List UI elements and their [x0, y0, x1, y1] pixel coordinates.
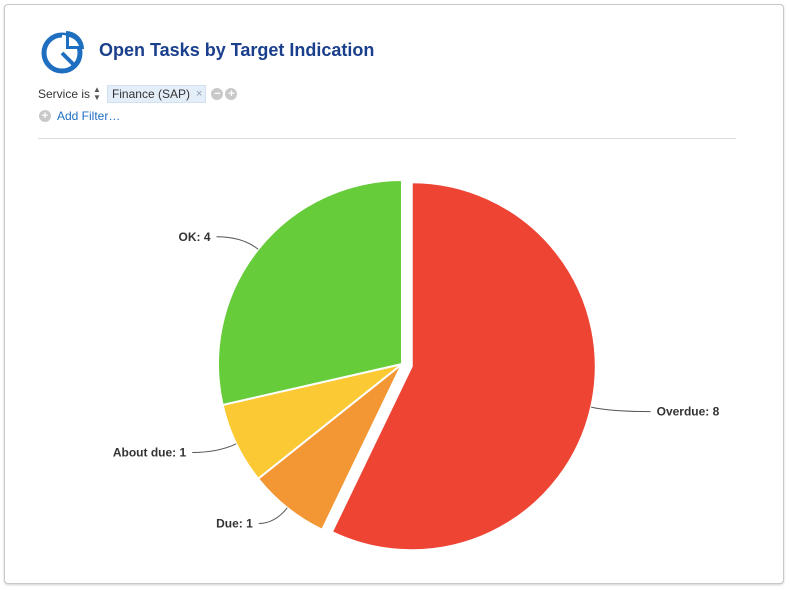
pie-slice-label: OK: 4	[178, 230, 210, 244]
pie-connector-line	[192, 443, 237, 454]
pie-chart-icon	[41, 31, 84, 74]
chip-remove-icon[interactable]: ×	[195, 88, 203, 100]
pie-slice-label: Overdue: 8	[657, 405, 720, 419]
pie-chart: Overdue: 8 Due: 1 About due: 1 OK: 4	[113, 178, 720, 552]
filter-value-chip[interactable]: Finance (SAP) ×	[106, 85, 207, 103]
sort-arrows-icon[interactable]: ▲ ▼	[93, 85, 101, 102]
add-filter-label: Add Filter…	[57, 109, 121, 123]
filter-field-label[interactable]: Service is	[38, 87, 91, 101]
pie-connector-line	[591, 406, 651, 413]
add-filter-link[interactable]: + Add Filter…	[38, 109, 120, 123]
pie-slice-overdue[interactable]	[330, 181, 597, 552]
divider	[38, 138, 736, 139]
pie-slice-label: Due: 1	[216, 516, 253, 530]
filter-row: Service is ▲ ▼ Finance (SAP) × − +	[38, 85, 238, 103]
pie-slice-ok[interactable]	[217, 178, 403, 407]
page-title: Open Tasks by Target Indication	[99, 40, 375, 60]
pie-connector-line	[216, 236, 259, 250]
add-condition-icon[interactable]: +	[225, 88, 238, 100]
remove-filter-icon[interactable]: −	[211, 88, 224, 100]
pie-connector-line	[258, 507, 288, 524]
add-filter-icon: +	[39, 110, 51, 122]
pie-slice-label: About due: 1	[113, 446, 187, 460]
chart-card: Open Tasks by Target Indication Service …	[4, 4, 784, 584]
filter-value: Finance (SAP)	[111, 87, 190, 101]
